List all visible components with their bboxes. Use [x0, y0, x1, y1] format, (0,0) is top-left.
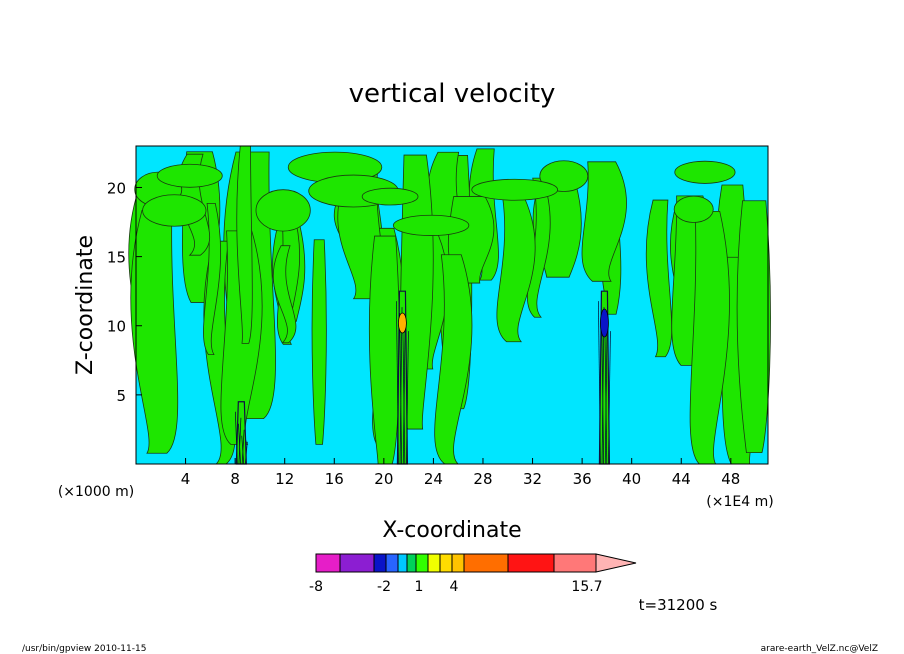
positive-region — [581, 161, 627, 282]
updraft-contour — [608, 331, 611, 465]
positive-region — [236, 145, 253, 344]
x-tick-label: 28 — [473, 470, 492, 488]
updraft-contour — [399, 307, 403, 465]
colorbar-swatch — [397, 553, 408, 573]
x-axis-ticks: 4 8 12 16 20 24 28 32 36 40 44 48 — [181, 458, 740, 488]
y-axis-label: Z-coordinate — [73, 235, 98, 375]
colorbar-label: 4 — [450, 579, 459, 595]
positive-region — [255, 189, 311, 232]
positive-region — [130, 210, 179, 454]
updraft-contour — [241, 435, 245, 465]
updraft-contour — [402, 325, 406, 465]
colorbar-label: -8 — [309, 579, 323, 595]
colorbar-swatch — [507, 553, 555, 573]
colorbar-labels: -8 -2 1 4 15.7 — [309, 579, 603, 595]
colorbar-swatch — [451, 553, 465, 573]
x-tick-label: 40 — [622, 470, 641, 488]
colorbar-label: 1 — [415, 579, 424, 595]
updraft-peak — [398, 312, 407, 334]
y-tick-label: 15 — [107, 249, 126, 267]
updraft-contour — [396, 301, 399, 465]
positive-region — [645, 199, 673, 358]
updraft-contour — [238, 423, 241, 465]
y-tick-label: 5 — [116, 387, 126, 405]
positive-region — [674, 160, 736, 184]
x-axis-label: X-coordinate — [382, 518, 521, 543]
x-tick-label: 36 — [573, 470, 592, 488]
time-label: t=31200 s — [639, 596, 718, 614]
x-unit-right: (×1E4 m) — [706, 494, 773, 510]
colorbar-swatch — [463, 553, 509, 573]
colorbar-swatch — [373, 553, 387, 573]
positive-region — [539, 160, 589, 192]
updraft-contour — [604, 325, 608, 465]
updraft-contour — [402, 319, 406, 465]
updraft-contour — [234, 411, 238, 465]
y-tick-label: 20 — [107, 179, 126, 197]
updraft-contour — [598, 301, 601, 465]
x-tick-label: 44 — [672, 470, 691, 488]
x-tick-label: 32 — [523, 470, 542, 488]
colorbar-swatch — [439, 553, 453, 573]
y-tick-label: 10 — [107, 318, 126, 336]
colorbar-label: -2 — [377, 579, 391, 595]
x-unit-left: (×1000 m) — [58, 484, 134, 500]
positive-region — [471, 178, 559, 201]
y-axis-ticks: 5 10 15 20 — [107, 179, 142, 405]
footer-right: arare-earth_VelZ.nc@VelZ — [761, 644, 878, 654]
updraft-contour — [244, 441, 248, 465]
positive-region — [311, 239, 327, 445]
positive-region — [736, 200, 771, 454]
colorbar-swatch — [406, 553, 417, 573]
updraft-contour — [406, 331, 409, 465]
footer-left: /usr/bin/gpview 2010-11-15 — [22, 644, 146, 654]
positive-region — [496, 198, 536, 343]
positive-region — [673, 195, 714, 223]
x-tick-label: 8 — [230, 470, 240, 488]
updraft-contour — [604, 319, 608, 465]
positive-region — [142, 194, 207, 227]
updraft-contour — [238, 417, 242, 465]
x-tick-label: 24 — [424, 470, 443, 488]
colorbar-swatch — [415, 553, 429, 573]
positive-region — [272, 245, 297, 344]
positive-region — [203, 202, 222, 355]
positive-regions — [128, 145, 771, 465]
colorbar-swatch — [385, 553, 399, 573]
plot-frame — [135, 145, 769, 465]
colorbar — [315, 553, 637, 573]
positive-region — [361, 187, 419, 206]
x-tick-label: 20 — [374, 470, 393, 488]
colorbar-swatch — [553, 553, 597, 573]
chart-title: vertical velocity — [349, 79, 556, 109]
updraft-cores — [234, 290, 611, 465]
x-tick-label: 16 — [325, 470, 344, 488]
x-tick-label: 12 — [275, 470, 294, 488]
updraft-contour — [399, 313, 402, 465]
updraft-column — [235, 401, 247, 465]
positive-region — [392, 214, 470, 236]
colorbar-swatch — [339, 553, 375, 573]
x-tick-label: 4 — [181, 470, 191, 488]
colorbar-arrow — [595, 553, 637, 573]
x-tick-label: 48 — [721, 470, 740, 488]
plot-area — [128, 145, 771, 465]
colorbar-swatch — [427, 553, 441, 573]
updraft-contour — [601, 313, 604, 465]
colorbar-label: 15.7 — [571, 579, 602, 595]
colorbar-swatch — [315, 553, 341, 573]
updraft-peak — [600, 308, 609, 338]
positive-region — [156, 163, 223, 188]
updraft-contour — [241, 429, 245, 465]
